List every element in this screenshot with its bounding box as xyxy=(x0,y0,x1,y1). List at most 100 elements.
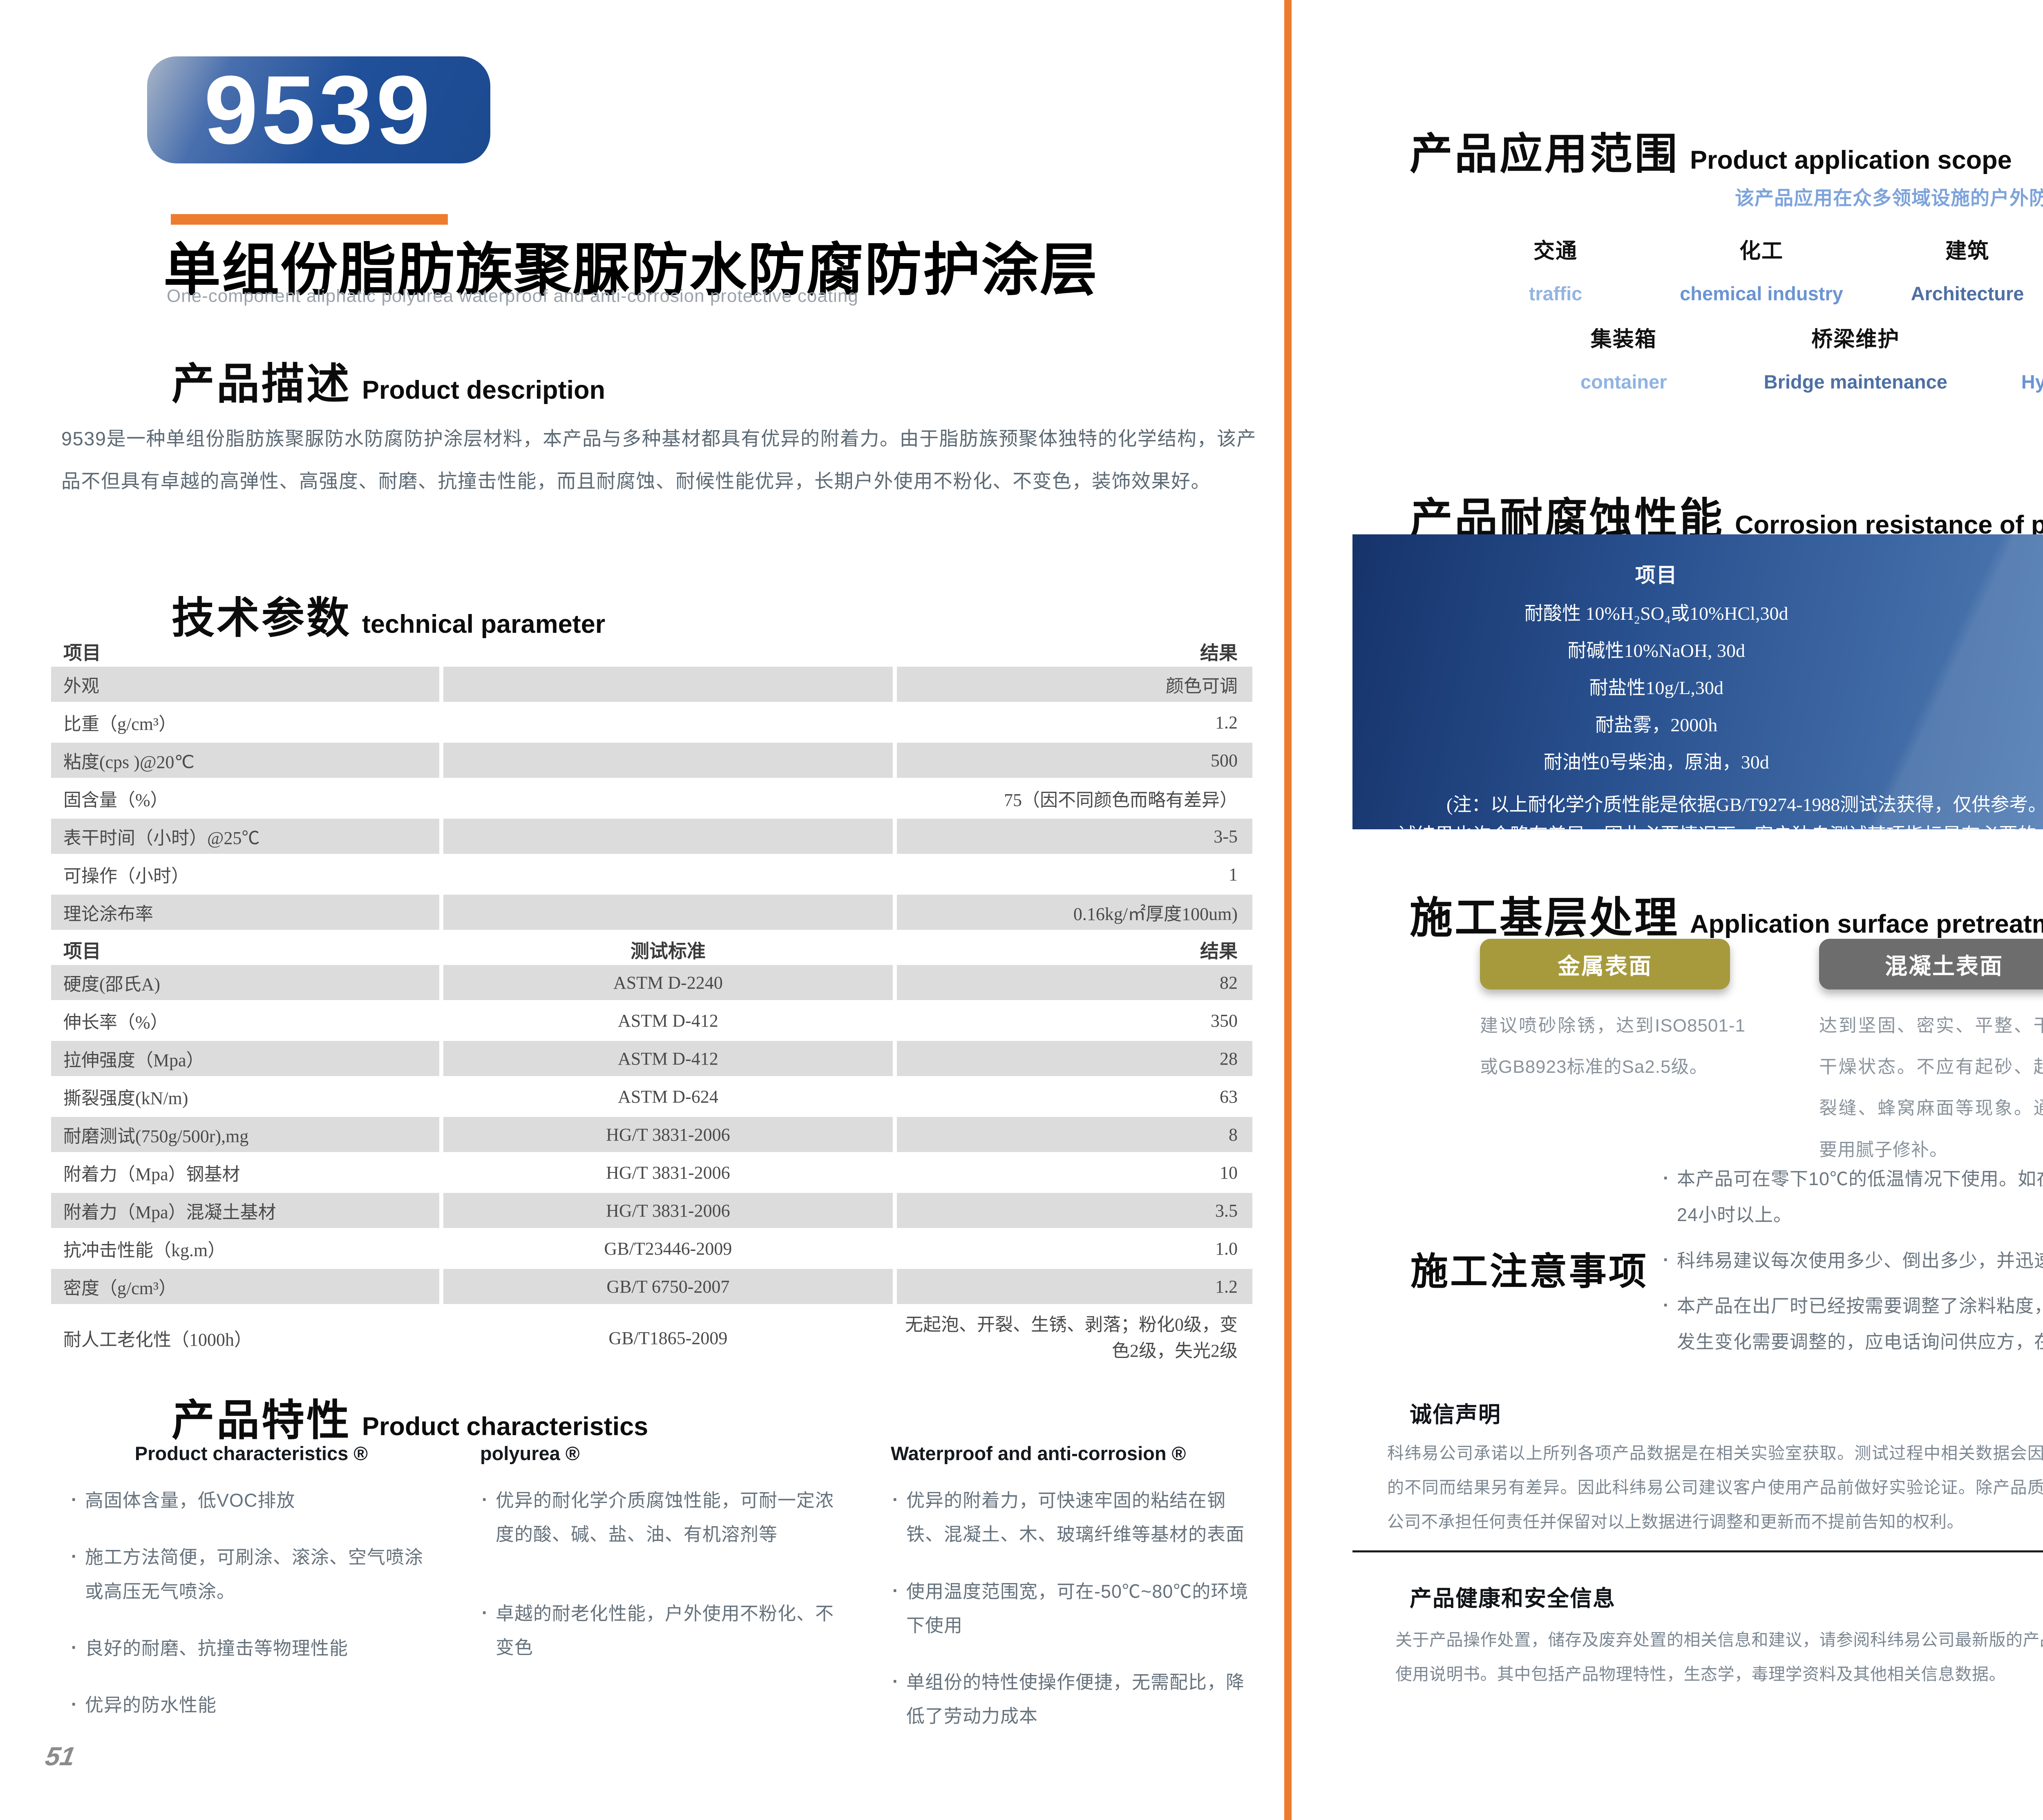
cell-item: 拉伸强度（Mpa） xyxy=(51,1041,439,1076)
integrity-body: 科纬易公司承诺以上所列各项产品数据是在相关实验室获取。测试过程中相关数据会因测试… xyxy=(1387,1444,2043,1532)
page-divider xyxy=(1284,0,1292,1820)
cell-item: 硬度(邵氏A) xyxy=(51,965,439,1000)
application-label-en: Bridge maintenance xyxy=(1764,371,1947,393)
section-heading-description: 产品描述 Product description xyxy=(172,349,605,411)
table-row: 表干时间（小时）@25℃ 3-5 xyxy=(51,819,1252,854)
cell-result: 350 xyxy=(1211,1010,1238,1031)
description-paragraph: 9539是一种单组份脂肪族聚脲防水防腐防护涂层材料，本产品与多种基材都具有优异的… xyxy=(61,428,1256,492)
list-item: 本产品可在零下10℃的低温情况下使用。如在低温环境使用时，建议先将涂料桶放置在有… xyxy=(1660,1160,2043,1233)
note-line: (注：以上耐化学介质性能是依据GB/T9274-1988测试法获得，仅供参考。根… xyxy=(1446,794,2043,815)
surface-button-concrete: 混凝土表面 xyxy=(1819,939,2043,989)
section-heading-characteristics: 产品特性 Product characteristics xyxy=(172,1386,648,1448)
corrosion-row: 耐酸性 10%H₂SO₄或10%HCl,30d 无腐蚀，不起泡，不脱落 xyxy=(1352,598,2043,625)
product-title-cn: 单组份脂肪族聚脲防水防腐防护涂层 xyxy=(163,238,1099,302)
col-standard: 测试标准 xyxy=(630,940,706,962)
cell-result: 1.2 xyxy=(897,1269,1252,1304)
cell-result: 颜色可调 xyxy=(897,667,1252,702)
corrosion-row: 耐碱性10%NaOH, 30d 无腐蚀，不起泡，不脱落 xyxy=(1352,636,2043,663)
list-item: 优异的防水性能 xyxy=(69,1687,433,1722)
application-label-cn: 交通 xyxy=(1533,239,1578,263)
cell-standard: GB/T1865-2009 xyxy=(608,1328,728,1348)
cell-item: 附着力（Mpa）混凝土基材 xyxy=(51,1193,439,1228)
application-item: 化工 chemical industry xyxy=(1659,234,1864,309)
application-item: 桥梁维护 Bridge maintenance xyxy=(1740,322,1972,397)
heading-en: Application surface pretreatment xyxy=(1690,910,2043,938)
table-row: 粘度(cps )@20℃ 500 xyxy=(51,743,1252,778)
column-title: Waterproof and anti-corrosion ® xyxy=(891,1443,1186,1464)
table-header-standards: 项目 测试标准 结果 xyxy=(51,936,1252,962)
heading-en: Product application scope xyxy=(1690,146,2012,174)
application-item: 集装箱 container xyxy=(1508,322,1740,397)
cell-standard: HG/T 3831-2006 xyxy=(443,1117,893,1152)
cell-standard xyxy=(443,667,893,702)
cell-item: 抗冲击性能（kg.m） xyxy=(63,1240,226,1260)
section-heading-application: 产品应用范围 Product application scope xyxy=(1410,119,2012,181)
application-label-cn: 水利大坝 xyxy=(1971,322,2043,353)
heading-en: Product description xyxy=(362,376,606,404)
table-row: 比重（g/cm³） 1.2 xyxy=(51,705,1252,740)
list-item: 使用温度范围宽，可在-50℃~80℃的环境下使用 xyxy=(891,1574,1254,1643)
table-row: 抗冲击性能（kg.m） GB/T23446-2009 1.0 xyxy=(51,1231,1252,1266)
cell-item: 固含量（%） xyxy=(63,790,168,810)
heading-cn: 技术参数 xyxy=(172,594,352,642)
cell-result: 8 xyxy=(897,1117,1252,1152)
cell-result: 无腐蚀，不起泡，不脱落 xyxy=(1960,673,2043,700)
table-header: 项目 结果 xyxy=(51,638,1252,663)
cell-standard: GB/T 6750-2007 xyxy=(443,1269,893,1304)
cell-result: 3-5 xyxy=(897,819,1252,854)
cell-item: 外观 xyxy=(51,667,439,702)
characteristics-column-3: Waterproof and anti-corrosion ® 优异的附着力，可… xyxy=(891,1442,1254,1756)
list-item: 施工方法简便，可刷涂、滚涂、空气喷涂或高压无气喷涂。 xyxy=(69,1539,433,1608)
characteristics-column-2: polyurea ® 优异的耐化学介质腐蚀性能，可耐一定浓度的酸、碱、盐、油、有… xyxy=(480,1442,844,1756)
note-line: 试结果也许会略有差异，因此必要情况下，客户独自测试某项指标是有必要的。 xyxy=(1397,824,2043,845)
application-label-en: container xyxy=(1580,371,1667,393)
heading-cn: 产品描述 xyxy=(172,360,352,408)
cell-standard xyxy=(443,857,893,892)
cell-standard: HG/T 3831-2006 xyxy=(606,1162,730,1183)
cell-item: 伸长率（%） xyxy=(63,1012,168,1032)
corrosion-row: 耐油性0号柴油，原油，30d 无腐蚀，不起泡，不脱落 xyxy=(1352,747,2043,774)
application-row-1: 交通 traffic 化工 chemical industry 建筑 Archi… xyxy=(1453,234,2043,309)
cell-standard xyxy=(443,895,893,930)
safety-heading: 产品健康和安全信息 xyxy=(1410,1586,1616,1611)
product-title-en: One-component aliphatic polyurea waterpr… xyxy=(167,286,858,306)
column-title: polyurea ® xyxy=(480,1443,580,1464)
accent-underline xyxy=(171,214,448,225)
list-item: 优异的附着力，可快速牢固的粘结在钢铁、混凝土、木、玻璃纤维等基材的表面 xyxy=(891,1483,1254,1552)
cell-item: 理论涂布率 xyxy=(51,895,439,930)
table-row: 撕裂强度(kN/m) ASTM D-624 63 xyxy=(51,1079,1252,1114)
application-label-cn: 集装箱 xyxy=(1590,328,1657,351)
table-row: 可操作（小时） 1 xyxy=(51,857,1252,892)
cell-item: 可操作（小时） xyxy=(63,866,189,886)
corrosion-row: 耐盐雾，2000h 无腐蚀，不起泡，不脱落 xyxy=(1352,710,2043,737)
cell-item: 附着力（Mpa）钢基材 xyxy=(63,1164,240,1184)
surface-button-metal: 金属表面 xyxy=(1480,939,1730,989)
cell-standard: ASTM D-412 xyxy=(443,1041,893,1076)
heading-cn: 产品特性 xyxy=(172,1397,352,1445)
application-label-en: chemical industry xyxy=(1680,283,1843,304)
cell-item: 耐油性0号柴油，原油，30d xyxy=(1543,752,1769,773)
integrity-heading: 诚信声明 xyxy=(1410,1402,1501,1427)
page-number-left: 51 xyxy=(43,1742,78,1771)
cell-result: 1 xyxy=(1229,864,1238,884)
application-label-en: Hydraulic dam xyxy=(2021,371,2043,393)
cell-item: 耐磨测试(750g/500r),mg xyxy=(51,1117,439,1152)
col-item: 项目 xyxy=(63,642,101,663)
heading-en: Product characteristics xyxy=(362,1412,648,1441)
cell-item: 耐盐雾，2000h xyxy=(1595,715,1718,735)
corrosion-table-header: 项目 结果 xyxy=(1352,559,2043,588)
cell-result: 1.2 xyxy=(1215,712,1238,732)
application-label-cn: 桥梁维护 xyxy=(1811,328,1900,351)
cell-standard: ASTM D-412 xyxy=(618,1010,718,1031)
safety-body: 关于产品操作处置，储存及废弃处置的相关信息和建议，请参阅科纬易公司最新版的产品技… xyxy=(1395,1630,2043,1684)
construction-notes-list: 本产品可在零下10℃的低温情况下使用。如在低温环境使用时，建议先将涂料桶放置在有… xyxy=(1660,1160,2043,1370)
technical-parameter-table: 项目 结果 外观 颜色可调 比重（g/cm³） 1.2 粘度(cps )@20℃… xyxy=(51,638,1252,1372)
application-item: 交通 traffic xyxy=(1453,234,1659,309)
cell-standard xyxy=(443,705,893,740)
characteristics-column-1: Product characteristics ® 高固体含量，低VOC排放 施… xyxy=(69,1442,433,1756)
surface-text-metal: 建议喷砂除锈，达到ISO8501-1或GB8923标准的Sa2.5级。 xyxy=(1480,1016,1746,1077)
cell-item: 表干时间（小时）@25℃ xyxy=(51,819,439,854)
list-item: 本产品在出厂时已经按需要调整了涂料粘度，施工人员不能私自继续添加稀释剂，如因环境… xyxy=(1660,1287,2043,1360)
col-result: 结果 xyxy=(1200,642,1238,663)
